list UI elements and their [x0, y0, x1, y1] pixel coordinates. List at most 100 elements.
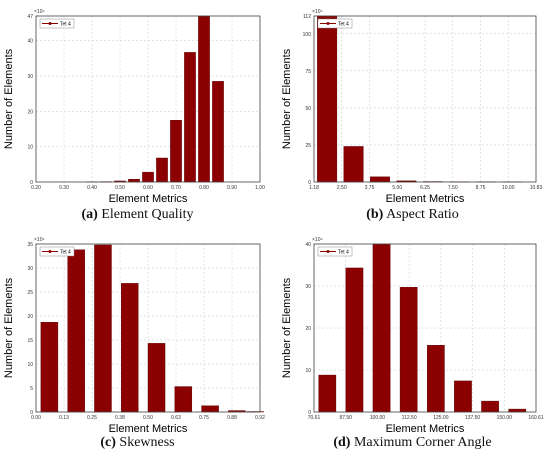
- x-tick-label: 6.25: [420, 185, 430, 191]
- x-tick-label: 0.75: [199, 415, 209, 421]
- legend-label: Tet 4: [60, 249, 71, 255]
- bar: [201, 405, 219, 413]
- x-tick-label: 5.00: [392, 185, 402, 191]
- y-multiplier-label: ×10⁴: [312, 237, 323, 243]
- bar: [399, 287, 418, 413]
- caption-a: (a) Element Quality: [0, 207, 275, 223]
- bar: [67, 249, 85, 413]
- y-axis-label: Number of Elements: [3, 48, 15, 149]
- bar: [426, 345, 445, 413]
- chart-aspect-ratio: 1.18 2.50 3.75 5.00 6.25 7.50 8.75 10.00 10.83 0 2…: [281, 9, 543, 205]
- x-tick-label: 0.63: [171, 415, 181, 421]
- y-tick-label: 5: [30, 386, 33, 392]
- caption-b: (b) Aspect Ratio: [275, 207, 550, 223]
- chart-panel-b: 1.18 2.50 3.75 5.00 6.25 7.50 8.75 10.00 10.83 0 2…: [278, 2, 546, 205]
- bar: [318, 374, 337, 413]
- y-tick-label: 0: [30, 180, 33, 186]
- x-tick-label: 70.61: [308, 415, 321, 421]
- y-tick-label: 30: [27, 266, 33, 272]
- bar: [170, 119, 182, 183]
- plot-frame: [313, 243, 537, 413]
- y-tick-label: 10: [27, 145, 33, 151]
- y-axis-label: Number of Elements: [3, 277, 15, 378]
- x-tick-label: 8.75: [476, 185, 486, 191]
- y-tick-label: 20: [305, 326, 311, 332]
- x-tick-label: 0.50: [143, 415, 153, 421]
- x-tick-label: 0.00: [31, 415, 41, 421]
- x-tick-label: 150.00: [497, 415, 513, 421]
- bar: [508, 408, 527, 413]
- y-tick-label: 25: [305, 143, 311, 149]
- y-tick-label: 47: [27, 14, 33, 20]
- x-tick-label: 0.88: [227, 415, 237, 421]
- y-tick-label: 112: [303, 14, 311, 20]
- x-tick-label: 2.50: [337, 185, 347, 191]
- y-axis-label: Number of Elements: [281, 48, 293, 149]
- bar: [370, 176, 391, 183]
- x-tick-label: 0.92: [255, 415, 265, 421]
- y-tick-label: 40: [27, 39, 33, 45]
- plot-frame: [35, 15, 261, 183]
- bar: [156, 157, 168, 183]
- legend-label: Tet 4: [338, 249, 349, 255]
- legend-marker: [48, 250, 52, 253]
- y-tick-label: 0: [30, 410, 33, 416]
- y-axis-label: Number of Elements: [281, 277, 293, 378]
- y-tick-label: 30: [305, 284, 311, 290]
- bar: [174, 386, 193, 413]
- bar: [212, 81, 224, 183]
- caption-d: (d) Maximum Corner Angle: [275, 435, 550, 451]
- legend: Tet 4: [317, 18, 353, 29]
- legend: Tet 4: [39, 246, 75, 257]
- x-tick-label: 10.83: [530, 185, 543, 191]
- legend-marker: [48, 22, 52, 25]
- x-tick-label: 10.00: [502, 185, 515, 191]
- x-axis-label: Element Metrics: [109, 193, 188, 205]
- chart-skewness: 0.00 0.13 0.25 0.38 0.50 0.63 0.75 0.88 0.92 0 5 10…: [3, 237, 265, 435]
- bar: [94, 244, 112, 413]
- chart-max-corner-angle: 70.61 87.50 100.00 112.50 125.00 137.50 150.00…: [281, 237, 544, 435]
- bar: [481, 400, 499, 413]
- legend-marker: [326, 250, 330, 253]
- chart-panel-a: 0.20 0.30 0.40 0.50 0.60 0.70 0.80 0.90 1.00 0 10 2…: [0, 2, 270, 205]
- bar: [40, 322, 59, 413]
- y-tick-label: 0: [308, 410, 311, 416]
- x-tick-label: 0.50: [115, 185, 125, 191]
- x-axis-label: Element Metrics: [386, 423, 465, 435]
- legend-marker: [326, 22, 330, 25]
- x-tick-label: 100.00: [370, 415, 386, 421]
- y-tick-label: 30: [27, 74, 33, 80]
- y-tick-label: 0: [308, 180, 311, 186]
- y-tick-label: 10: [27, 362, 33, 368]
- x-tick-label: 3.75: [365, 185, 375, 191]
- caption-text: Skewness: [119, 435, 175, 450]
- x-tick-label: 1.00: [255, 185, 265, 191]
- caption-text: Element Quality: [101, 207, 194, 222]
- x-tick-label: 160.61: [528, 415, 544, 421]
- y-tick-label: 100: [303, 32, 312, 38]
- bar: [147, 343, 166, 413]
- bar: [142, 171, 154, 183]
- x-tick-label: 0.70: [171, 185, 181, 191]
- x-tick-label: 0.40: [87, 185, 97, 191]
- caption-letter: (a): [81, 207, 98, 222]
- bar: [372, 243, 391, 413]
- bar: [343, 146, 364, 183]
- y-tick-label: 20: [27, 314, 33, 320]
- x-tick-label: 0.80: [199, 185, 209, 191]
- x-axis-label: Element Metrics: [109, 423, 188, 435]
- x-tick-label: 1.18: [309, 185, 319, 191]
- x-tick-label: 0.13: [59, 415, 69, 421]
- y-multiplier-label: ×10⁴: [34, 237, 45, 243]
- caption-letter: (c): [100, 435, 116, 450]
- x-tick-label: 0.20: [31, 185, 41, 191]
- y-tick-label: 40: [305, 242, 311, 248]
- x-tick-label: 0.25: [87, 415, 97, 421]
- x-tick-label: 112.50: [402, 415, 417, 421]
- x-tick-label: 87.50: [339, 415, 352, 421]
- y-tick-label: 75: [305, 69, 311, 75]
- chart-element-quality: 0.20 0.30 0.40 0.50 0.60 0.70 0.80 0.90 1.00 0 10 2…: [3, 9, 265, 205]
- x-tick-label: 0.30: [59, 185, 69, 191]
- x-tick-label: 0.60: [143, 185, 153, 191]
- caption-letter: (b): [366, 207, 384, 222]
